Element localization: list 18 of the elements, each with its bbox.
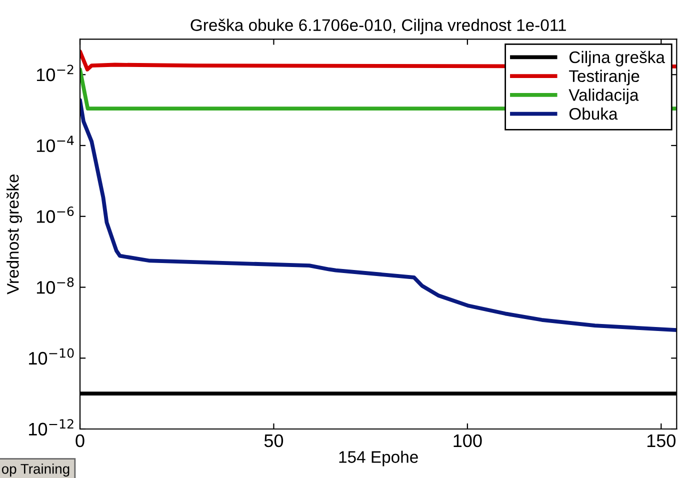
text: op Training xyxy=(2,464,70,477)
chart-title: Greška obuke 6.1706e-010, Ciljna vrednost 1e-011 xyxy=(190,18,566,34)
legend-label: Validacija xyxy=(568,88,639,104)
y-tick-label: 10$^{−10}$ xyxy=(29,348,74,365)
x-axis-title: 154 Epohe xyxy=(339,450,418,466)
y-tick-label: 10$^{−4}$ xyxy=(36,136,74,152)
legend-label: Testiranje xyxy=(569,70,640,86)
x-tick-label: 150 xyxy=(647,434,676,448)
legend-label: Obuka xyxy=(569,108,618,120)
y-tick-label: 10$^{−6}$ xyxy=(36,206,74,223)
y-axis-title: Vrednost greške xyxy=(6,174,22,294)
x-tick-label: 100 xyxy=(454,434,482,448)
y-tick-label: 10$^{−8}$ xyxy=(36,277,74,294)
legend-label: Ciljna greška xyxy=(569,50,665,66)
y-tick-label: 10$^{−2}$ xyxy=(36,64,74,82)
x-tick-label: 0 xyxy=(76,434,84,448)
y-tick-label: 10$^{−12}$ xyxy=(29,419,74,436)
x-tick-label: 50 xyxy=(264,434,284,448)
